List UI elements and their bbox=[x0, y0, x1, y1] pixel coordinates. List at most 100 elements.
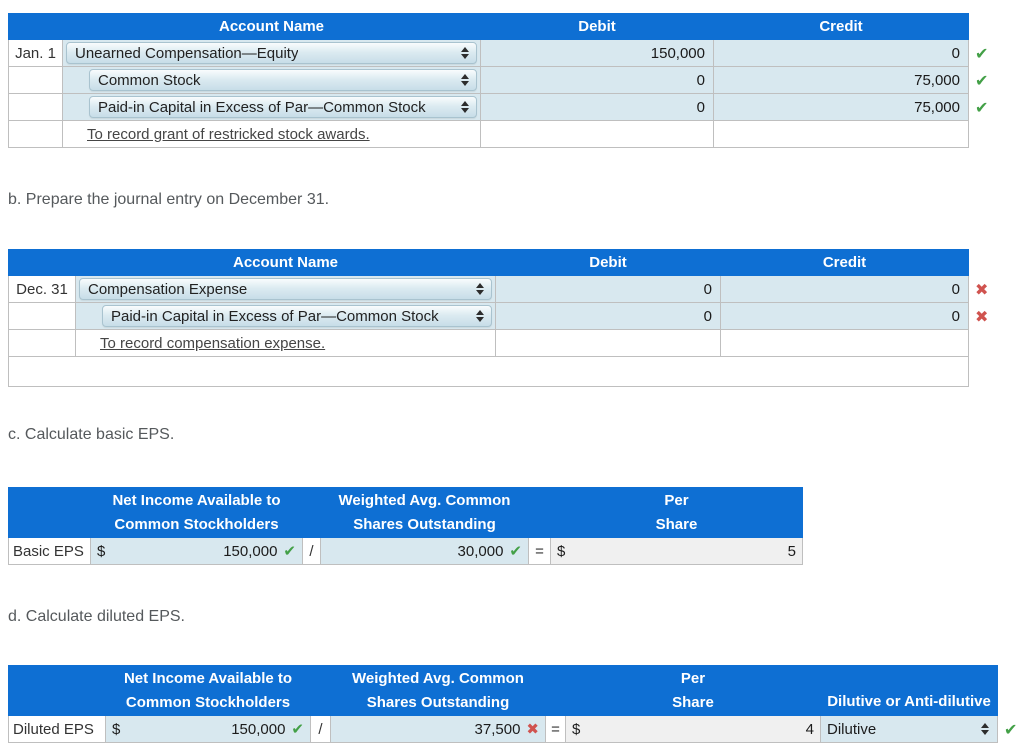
basic-eps-row: Basic EPS $ 150,000 ✔ / 30,000 ✔ bbox=[8, 537, 803, 565]
row-label: Diluted EPS bbox=[8, 715, 106, 743]
journal-entry-table-a: Account Name Debit Credit Jan. 1 Unearne… bbox=[8, 13, 969, 148]
incorrect-icon: ✖ bbox=[526, 721, 539, 738]
debit-input[interactable]: 0 bbox=[480, 66, 714, 94]
account-cell: Compensation Expense bbox=[75, 275, 496, 303]
memo-text[interactable]: To record compensation expense. bbox=[100, 334, 326, 352]
divide-symbol: / bbox=[302, 537, 321, 565]
debit-column-header: Debit bbox=[495, 249, 721, 276]
journal-row: Common Stock 0 75,000 bbox=[8, 66, 969, 94]
account-select[interactable]: Paid-in Capital in Excess of Par—Common … bbox=[89, 96, 477, 118]
divide-column-header bbox=[310, 665, 331, 716]
shares-input[interactable]: 30,000 ✔ bbox=[320, 537, 529, 565]
basic-eps-table: Net Income Available to Common Stockhold… bbox=[8, 487, 803, 565]
diluted-eps-block: Net Income Available to Common Stockhold… bbox=[8, 665, 1024, 743]
section-b-heading: b. Prepare the journal entry on December… bbox=[8, 191, 330, 208]
correct-icon: ✔ bbox=[975, 99, 989, 117]
header-row: Net Income Available to Common Stockhold… bbox=[8, 665, 998, 716]
journal-entry-table-b: Account Name Debit Credit Dec. 31 Compen… bbox=[8, 249, 969, 387]
debit-cell-empty bbox=[480, 120, 714, 148]
equals-column-header bbox=[545, 665, 566, 716]
grading-marks: ✔ bbox=[1004, 665, 1017, 743]
up-down-arrows-icon bbox=[461, 101, 469, 113]
date-cell bbox=[8, 302, 76, 330]
credit-input[interactable]: 0 bbox=[720, 275, 969, 303]
journal-row: Paid-in Capital in Excess of Par—Common … bbox=[8, 93, 969, 121]
divide-column-header bbox=[302, 487, 321, 538]
date-column-header bbox=[8, 13, 63, 40]
equals-column-header bbox=[528, 487, 551, 538]
correct-icon: ✔ bbox=[283, 543, 296, 560]
incorrect-icon: ✖ bbox=[975, 281, 989, 299]
memo-cell: To record compensation expense. bbox=[75, 329, 496, 357]
account-select-value: Compensation Expense bbox=[88, 280, 248, 298]
shares-input[interactable]: 37,500 ✖ bbox=[330, 715, 546, 743]
currency-symbol: $ bbox=[112, 720, 121, 738]
debit-input[interactable]: 0 bbox=[495, 275, 721, 303]
account-select[interactable]: Paid-in Capital in Excess of Par—Common … bbox=[102, 305, 492, 327]
debit-cell-empty bbox=[495, 329, 721, 357]
currency-symbol: $ bbox=[557, 542, 566, 560]
per-share-value: 4 bbox=[805, 720, 814, 738]
memo-text[interactable]: To record grant of restricked stock awar… bbox=[87, 125, 370, 143]
date-cell: Dec. 31 bbox=[8, 275, 76, 303]
section-d-heading: d. Calculate diluted EPS. bbox=[8, 608, 185, 625]
net-income-column-header: Net Income Available to Common Stockhold… bbox=[90, 487, 303, 538]
credit-input[interactable]: 0 bbox=[713, 39, 969, 67]
dilutive-column-header: Dilutive or Anti-dilutive bbox=[820, 665, 998, 716]
empty-full-row bbox=[8, 356, 969, 387]
account-select[interactable]: Compensation Expense bbox=[79, 278, 492, 300]
diluted-eps-row: Diluted EPS $ 150,000 ✔ / bbox=[8, 715, 998, 743]
up-down-arrows-icon bbox=[461, 47, 469, 59]
net-income-input[interactable]: $ 150,000 ✔ bbox=[90, 537, 303, 565]
net-income-value: 150,000 bbox=[231, 720, 286, 738]
account-select-value: Unearned Compensation—Equity bbox=[75, 44, 299, 62]
currency-symbol: $ bbox=[572, 720, 581, 738]
date-column-header bbox=[8, 249, 76, 276]
dilutive-select[interactable]: Dilutive bbox=[820, 715, 998, 743]
account-cell: Paid-in Capital in Excess of Par—Common … bbox=[75, 302, 496, 330]
date-cell: Jan. 1 bbox=[8, 39, 63, 67]
equals-symbol: = bbox=[528, 537, 551, 565]
credit-input[interactable]: 75,000 bbox=[713, 66, 969, 94]
diluted-eps-table: Net Income Available to Common Stockhold… bbox=[8, 665, 998, 743]
credit-cell-empty bbox=[713, 120, 969, 148]
correct-icon: ✔ bbox=[975, 72, 989, 90]
memo-row: To record grant of restricked stock awar… bbox=[8, 120, 969, 148]
journal-b-block: Account Name Debit Credit Dec. 31 Compen… bbox=[8, 249, 1024, 387]
shares-value: 30,000 bbox=[457, 542, 504, 560]
correct-icon: ✔ bbox=[1004, 721, 1018, 739]
per-share-column-header: Per Share bbox=[550, 487, 803, 538]
shares-column-header: Weighted Avg. Common Shares Outstanding bbox=[320, 487, 529, 538]
row-label-column-header bbox=[8, 665, 106, 716]
header-row: Net Income Available to Common Stockhold… bbox=[8, 487, 803, 538]
credit-input[interactable]: 0 bbox=[720, 302, 969, 330]
shares-column-header: Weighted Avg. Common Shares Outstanding bbox=[330, 665, 546, 716]
grading-marks: ✔ ✔ ✔ bbox=[975, 13, 988, 121]
journal-row: Paid-in Capital in Excess of Par—Common … bbox=[8, 302, 969, 330]
correct-icon: ✔ bbox=[291, 721, 304, 738]
account-select[interactable]: Unearned Compensation—Equity bbox=[66, 42, 477, 64]
per-share-result: $ 4 bbox=[565, 715, 821, 743]
grading-marks: ✖ ✖ bbox=[975, 249, 988, 330]
net-income-input[interactable]: $ 150,000 ✔ bbox=[105, 715, 311, 743]
memo-cell: To record grant of restricked stock awar… bbox=[62, 120, 481, 148]
account-select-value: Paid-in Capital in Excess of Par—Common … bbox=[98, 98, 426, 116]
debit-input[interactable]: 0 bbox=[480, 93, 714, 121]
account-cell: Unearned Compensation—Equity bbox=[62, 39, 481, 67]
divide-symbol: / bbox=[310, 715, 331, 743]
debit-column-header: Debit bbox=[480, 13, 714, 40]
per-share-value: 5 bbox=[787, 542, 796, 560]
account-select[interactable]: Common Stock bbox=[89, 69, 477, 91]
debit-input[interactable]: 0 bbox=[495, 302, 721, 330]
account-select-value: Common Stock bbox=[98, 71, 201, 89]
incorrect-icon: ✖ bbox=[975, 308, 989, 326]
per-share-result: $ 5 bbox=[550, 537, 803, 565]
account-cell: Common Stock bbox=[62, 66, 481, 94]
up-down-arrows-icon bbox=[476, 283, 484, 295]
empty-row bbox=[8, 356, 969, 387]
debit-input[interactable]: 150,000 bbox=[480, 39, 714, 67]
account-select-value: Paid-in Capital in Excess of Par—Common … bbox=[111, 307, 439, 325]
net-income-value: 150,000 bbox=[223, 542, 278, 560]
credit-input[interactable]: 75,000 bbox=[713, 93, 969, 121]
